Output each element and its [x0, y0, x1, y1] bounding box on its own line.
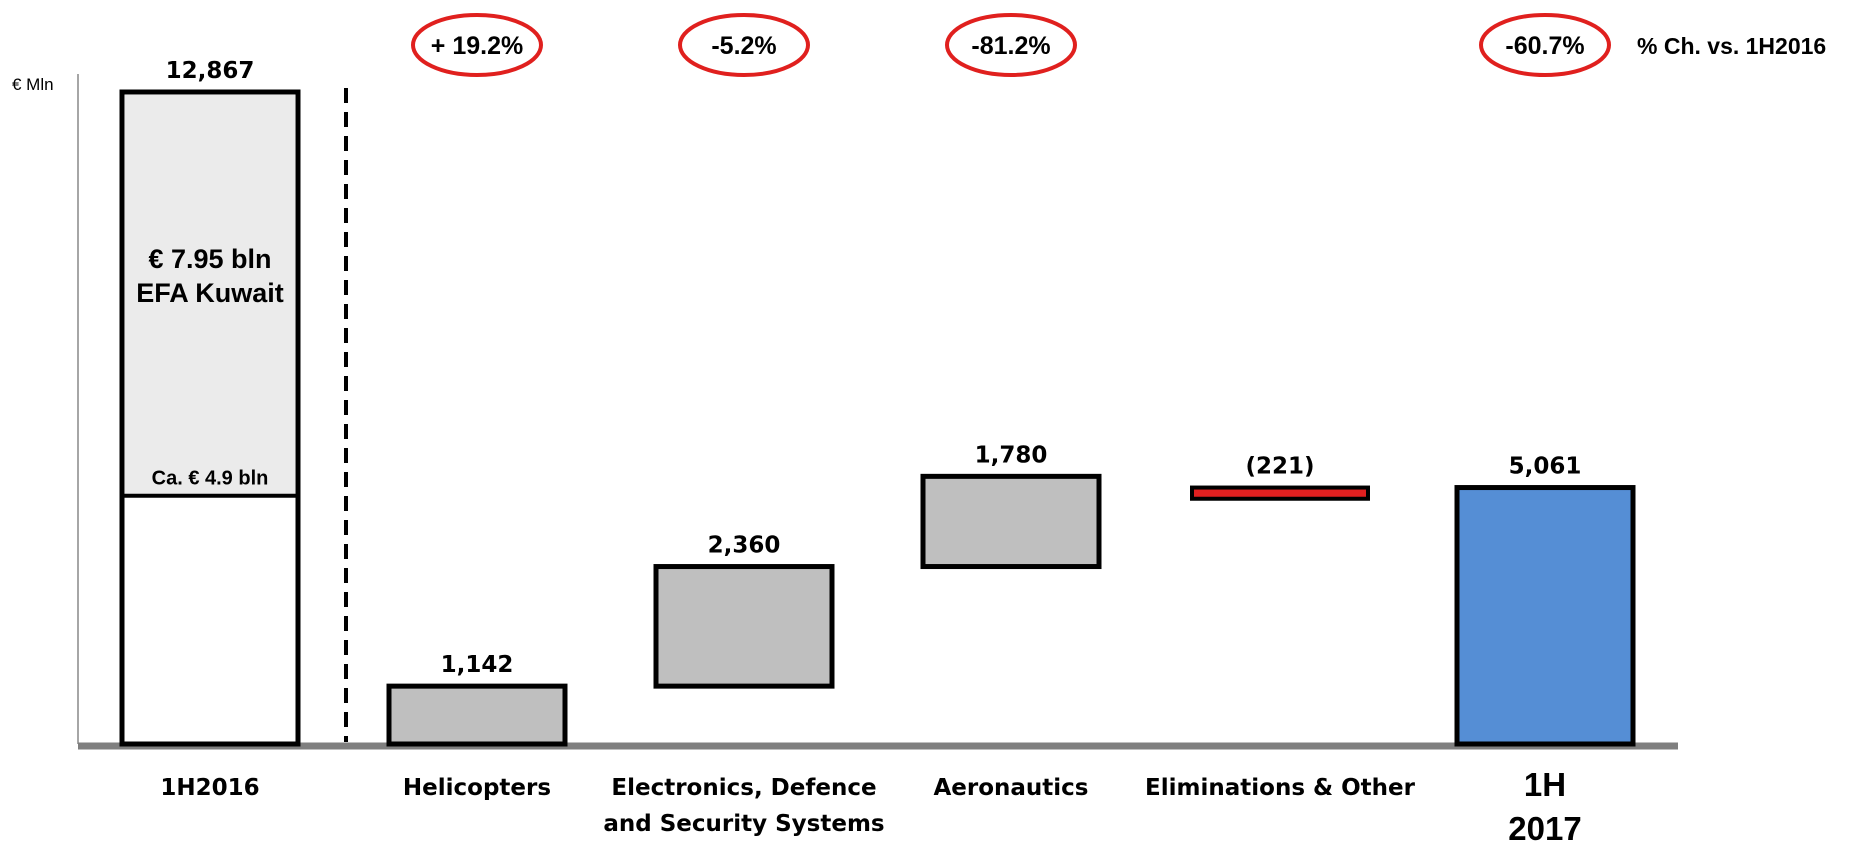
- bar-eliminations-other: [1190, 485, 1370, 501]
- unit-label: € Mln: [12, 75, 54, 94]
- pct-change-label-0: + 19.2%: [431, 32, 523, 60]
- data-label-0: 12,867: [166, 58, 255, 84]
- pct-change-label-1: -5.2%: [711, 32, 776, 60]
- split-lower-label: Ca. € 4.9 bln: [152, 468, 269, 490]
- data-label-1: 1,142: [441, 652, 514, 678]
- pct-change-label-3: -60.7%: [1505, 32, 1584, 60]
- pct-change-label-2: -81.2%: [971, 32, 1050, 60]
- category-label-1-line-1: Helicopters: [403, 775, 551, 801]
- pct-change-badges: + 19.2% -5.2% -81.2% -60.7% % Ch. vs. 1H2016: [411, 13, 1826, 77]
- labels: Ca. € 4.9 bln € 7.95 bln EFA Kuwait 12,867 1…: [136, 58, 1581, 847]
- bars: [119, 89, 1636, 747]
- category-label-2-line-2: and Security Systems: [603, 811, 884, 837]
- bar-helicopters: [386, 683, 568, 747]
- category-label-4-line-1: Eliminations & Other: [1145, 775, 1416, 801]
- split-upper-label-line-1: € 7.95 bln: [148, 244, 271, 274]
- pct-ring-3: [1479, 13, 1611, 77]
- split-upper-label-line-2: EFA Kuwait: [136, 278, 284, 308]
- pct-header: % Ch. vs. 1H2016: [1637, 33, 1826, 59]
- bar-1h-2017: [1454, 485, 1636, 747]
- category-label-5-line-2: 2017: [1508, 810, 1581, 847]
- data-label-4: (221): [1245, 454, 1314, 480]
- data-label-5: 5,061: [1509, 454, 1582, 480]
- bar-1h2016-efa-kuwait-segment: [125, 95, 295, 496]
- data-label-3: 1,780: [975, 442, 1048, 468]
- pct-ring-1: [678, 13, 810, 77]
- data-label-2: 2,360: [708, 533, 781, 559]
- axes: € Mln: [12, 74, 1678, 750]
- category-label-2-line-1: Electronics, Defence: [611, 775, 876, 801]
- pct-ring-2: [945, 13, 1077, 77]
- pct-ring-0: [411, 13, 543, 77]
- category-label-5-line-1: 1H: [1524, 766, 1566, 803]
- bar-electronics-defence-and-security-systems: [653, 564, 835, 689]
- category-label-0-line-1: 1H2016: [160, 775, 259, 801]
- bar-aeronautics: [920, 473, 1102, 570]
- category-label-3-line-1: Aeronautics: [933, 775, 1088, 801]
